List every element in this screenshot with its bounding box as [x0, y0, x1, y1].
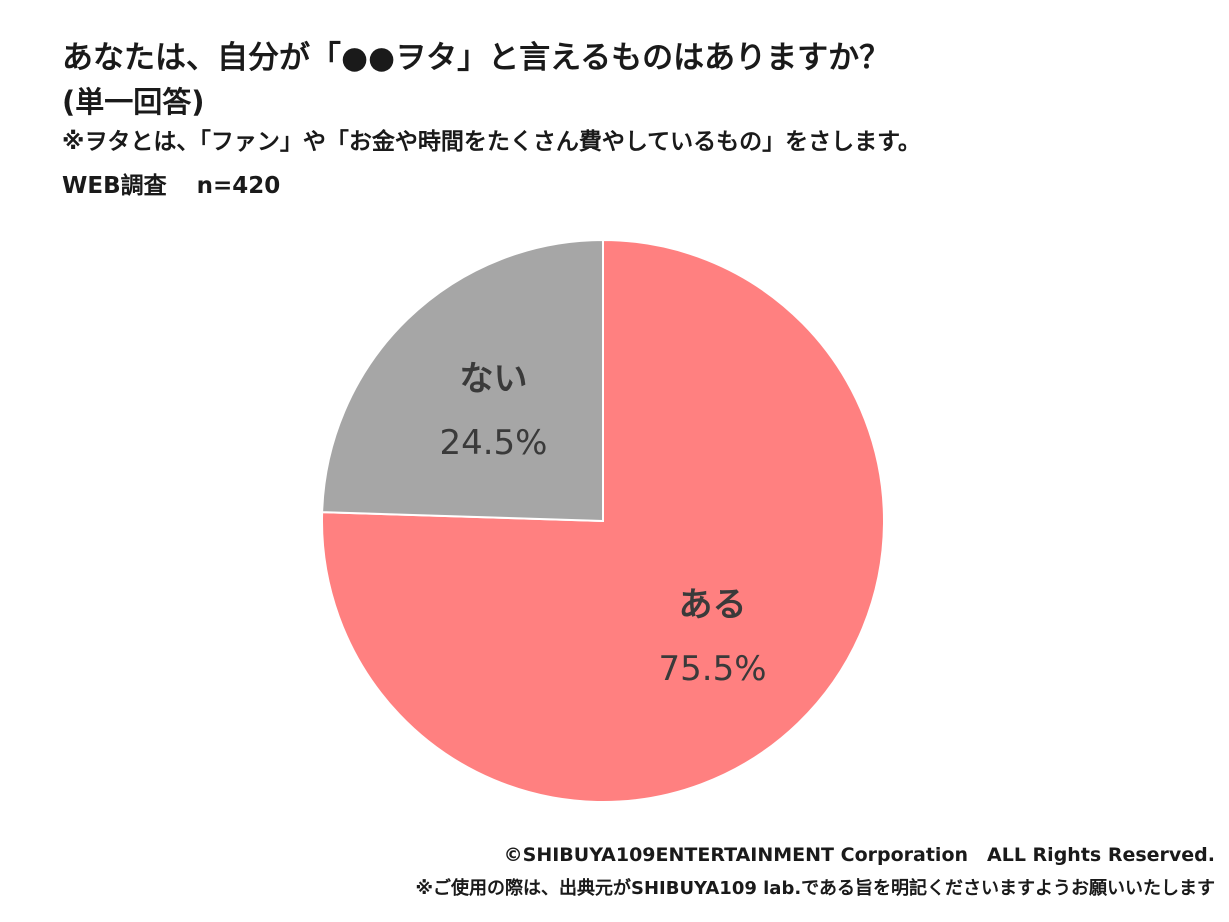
usage-notice: ※ご使用の際は、出典元がSHIBUYA109 lab.である旨を明記くださいます…: [415, 878, 1216, 899]
chart-subtitle: (単一回答): [62, 85, 205, 119]
survey-method: WEB調査: [62, 173, 167, 199]
slice-label-0: ある: [679, 585, 747, 625]
pie-slice-1: [321, 238, 604, 523]
pie-labels: ある 75.5% ない 24.5%: [439, 359, 766, 689]
copyright-notice: ©SHIBUYA109ENTERTAINMENT Corporation ALL…: [503, 844, 1215, 866]
pie-slices: [321, 238, 885, 803]
sample-size: n=420: [196, 173, 281, 199]
slice-value-0: 75.5%: [659, 649, 767, 689]
slice-value-1: 24.5%: [439, 423, 547, 463]
definition-note: ※ヲタとは、「ファン」や「お金や時間をたくさん費やしているもの」をさします。: [62, 129, 921, 155]
survey-info: WEB調査 n=420: [62, 170, 280, 202]
chart-title: あなたは、自分が「●●ヲタ」と言えるものはありますか？: [62, 40, 891, 76]
slice-label-1: ない: [459, 359, 527, 399]
